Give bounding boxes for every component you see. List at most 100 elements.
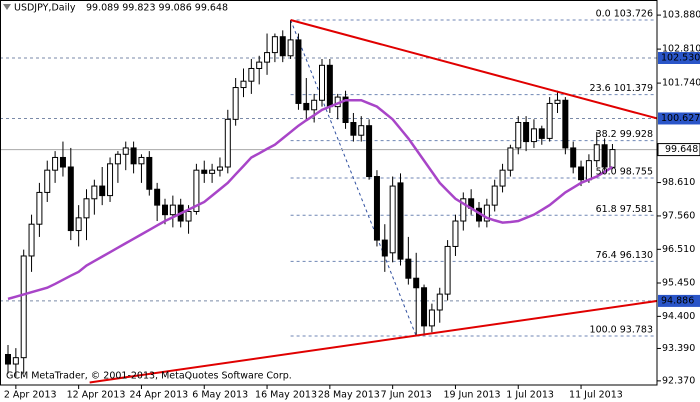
y-tick-label: 97.560 [662, 210, 695, 221]
candle-body [36, 191, 43, 225]
level-tag-label: 94.886 [661, 295, 694, 306]
candle-body [162, 204, 168, 216]
candle-body [169, 204, 176, 216]
x-tick-label: 7 Jun 2013 [381, 390, 432, 401]
y-tick-label: 93.390 [662, 343, 695, 354]
level-tag [658, 294, 700, 307]
candle-body [554, 99, 561, 104]
x-tick-label: 1 Jul 2013 [506, 390, 554, 401]
candle-body [279, 36, 286, 57]
y-tick-label: 96.510 [662, 244, 695, 255]
candle-body [311, 99, 318, 111]
x-tick-label: 28 May 2013 [318, 390, 380, 401]
fib-label: 23.6 101.379 [590, 83, 653, 94]
last-price-tag [657, 143, 700, 157]
candle-body [28, 223, 35, 257]
candle-body [585, 160, 592, 181]
candle-body [67, 166, 74, 232]
x-tick-label: 6 May 2013 [192, 390, 248, 401]
candle-body [444, 245, 451, 295]
candle-body [609, 149, 616, 168]
x-tick-label: 11 Jul 2013 [569, 390, 623, 401]
fib-anchor-line [290, 19, 417, 337]
x-tick-label: 24 Apr 2013 [129, 390, 188, 401]
candle-body [240, 80, 247, 89]
fib-label: 38.2 99.928 [596, 129, 653, 140]
plot-frame [0, 0, 658, 386]
candle-body [593, 144, 600, 162]
candle-body [405, 258, 412, 279]
candle-body [114, 153, 121, 165]
candle-body [201, 169, 208, 174]
candle-body [538, 128, 545, 139]
fib-label: 76.4 96.130 [596, 250, 653, 261]
candle-body [154, 188, 161, 206]
fib-label: 61.8 97.581 [596, 204, 653, 215]
candle-body [562, 99, 569, 149]
y-tick-label: 94.400 [662, 311, 695, 322]
chart-title: USDJPY,Daily [14, 3, 76, 14]
x-tick-label: 19 Jun 2013 [443, 390, 500, 401]
candle-body [578, 166, 585, 181]
candle-body [389, 185, 396, 254]
level-tag [658, 112, 700, 125]
candle-body [546, 102, 553, 139]
level-tag [658, 51, 700, 64]
candle-body [122, 147, 129, 155]
candle-body [52, 156, 59, 171]
candle-body [5, 353, 11, 365]
y-tick-label: 101.740 [662, 78, 700, 89]
candle-body [256, 61, 263, 69]
level-tag-label: 102.530 [661, 52, 700, 63]
candle-body [295, 39, 302, 104]
candle-body [44, 169, 51, 193]
candle-body [20, 255, 27, 359]
candle-body [499, 169, 506, 187]
symbol-icon [3, 4, 11, 10]
y-tick-label: 102.810 [662, 44, 700, 55]
candle-body [107, 163, 114, 197]
candle-body [421, 287, 428, 327]
candle-body [326, 64, 333, 108]
trendline [290, 19, 657, 120]
chart-subtitle: 99.089 99.823 99.086 99.648 [86, 3, 228, 14]
level-tag-label: 100.627 [661, 113, 700, 124]
candle-body [507, 147, 514, 171]
y-tick-label: 95.450 [662, 277, 695, 288]
fib-label: 50.0 98.755 [596, 166, 653, 177]
candle-body [75, 217, 82, 232]
candle-body [303, 102, 310, 111]
candle-body [138, 156, 145, 165]
candle-body [209, 169, 216, 174]
candle-body [436, 293, 443, 311]
candle-body [366, 125, 373, 178]
candle-body [358, 125, 365, 136]
candle-body [99, 185, 106, 197]
candle-body [515, 122, 522, 149]
candle-body [130, 147, 137, 165]
candle-body [59, 156, 66, 168]
candle-body [224, 118, 231, 168]
candle-body [530, 128, 537, 143]
candle-body [271, 36, 278, 54]
candle-body [232, 87, 239, 120]
copyright: GCM MetaTrader, © 2001-2013, MetaQuotes … [6, 371, 292, 382]
candle-body [342, 96, 349, 124]
candle-body [460, 198, 467, 222]
x-tick-label: 2 Apr 2013 [4, 390, 57, 401]
candle-body [83, 198, 90, 219]
candle-body [523, 122, 530, 143]
candle-body [397, 182, 404, 260]
fib-label: 100.0 93.783 [590, 324, 653, 335]
candle-body [491, 185, 498, 206]
x-tick-label: 12 Apr 2013 [67, 390, 126, 401]
last-price-label: 99.648 [665, 144, 698, 155]
moving-average [7, 99, 614, 301]
candle-body [264, 52, 271, 63]
candle-body [91, 185, 98, 200]
candle-body [146, 156, 153, 190]
candle-body [381, 239, 388, 257]
candle-body [216, 166, 223, 171]
